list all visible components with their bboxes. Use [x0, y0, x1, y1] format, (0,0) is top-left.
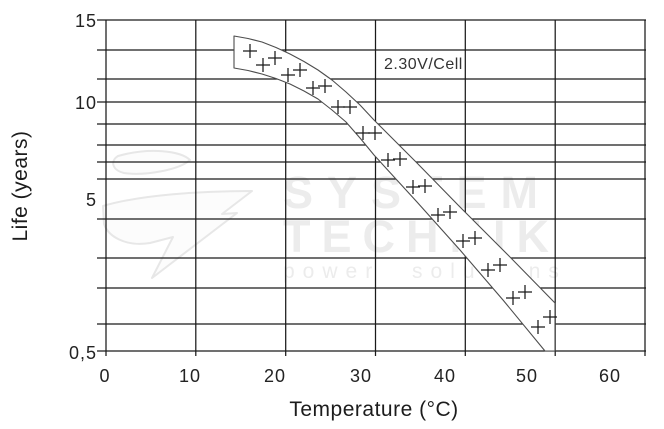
plus-marker: [418, 179, 432, 193]
y-tick-label: 10: [75, 93, 97, 113]
plus-marker: [543, 310, 557, 324]
x-tick-label: 30: [350, 366, 372, 386]
plus-marker: [481, 263, 495, 277]
life-band-outline: [233, 35, 556, 352]
x-tick-label: 10: [179, 366, 201, 386]
plus-marker: [468, 231, 482, 245]
plus-marker: [531, 320, 545, 334]
plus-marker: [256, 58, 270, 72]
plus-marker: [431, 208, 445, 222]
plus-marker: [518, 285, 532, 299]
plus-marker: [331, 100, 345, 114]
y-tick-labels: 15 10 5 0,5: [69, 11, 97, 363]
x-tick-labels: 0 10 20 30 40 50 60: [99, 366, 621, 386]
x-tick-label: 50: [516, 366, 538, 386]
watermark-logo-icon: [102, 150, 253, 279]
x-tick-label: 0: [99, 366, 110, 386]
plus-marker: [443, 205, 457, 219]
x-axis-title: Temperature (°C): [289, 398, 458, 421]
plus-marker: [318, 79, 332, 93]
plus-marker: [293, 63, 307, 77]
plus-markers: [243, 44, 557, 334]
life-band: [233, 35, 556, 352]
annotation-label: 2.30V/Cell: [384, 56, 463, 73]
plus-marker: [243, 44, 257, 58]
x-tick-label: 60: [599, 366, 621, 386]
plus-marker: [493, 258, 507, 272]
gridlines: [97, 19, 646, 356]
plus-marker: [393, 152, 407, 166]
plus-marker: [343, 100, 357, 114]
plus-marker: [456, 234, 470, 248]
y-tick-label: 15: [75, 11, 97, 31]
plus-marker: [356, 126, 370, 140]
watermark-logo-flash: [102, 190, 253, 279]
plus-marker: [506, 291, 520, 305]
y-tick-label: 0,5: [69, 343, 97, 363]
plus-marker: [268, 51, 282, 65]
y-tick-label: 5: [86, 190, 97, 210]
plus-marker: [406, 180, 420, 194]
x-tick-label: 40: [434, 366, 456, 386]
plus-marker: [281, 68, 295, 82]
plus-marker: [381, 153, 395, 167]
x-tick-label: 20: [264, 366, 286, 386]
plus-marker: [368, 126, 382, 140]
plus-marker: [306, 81, 320, 95]
y-axis-title: Life (years): [9, 130, 32, 241]
